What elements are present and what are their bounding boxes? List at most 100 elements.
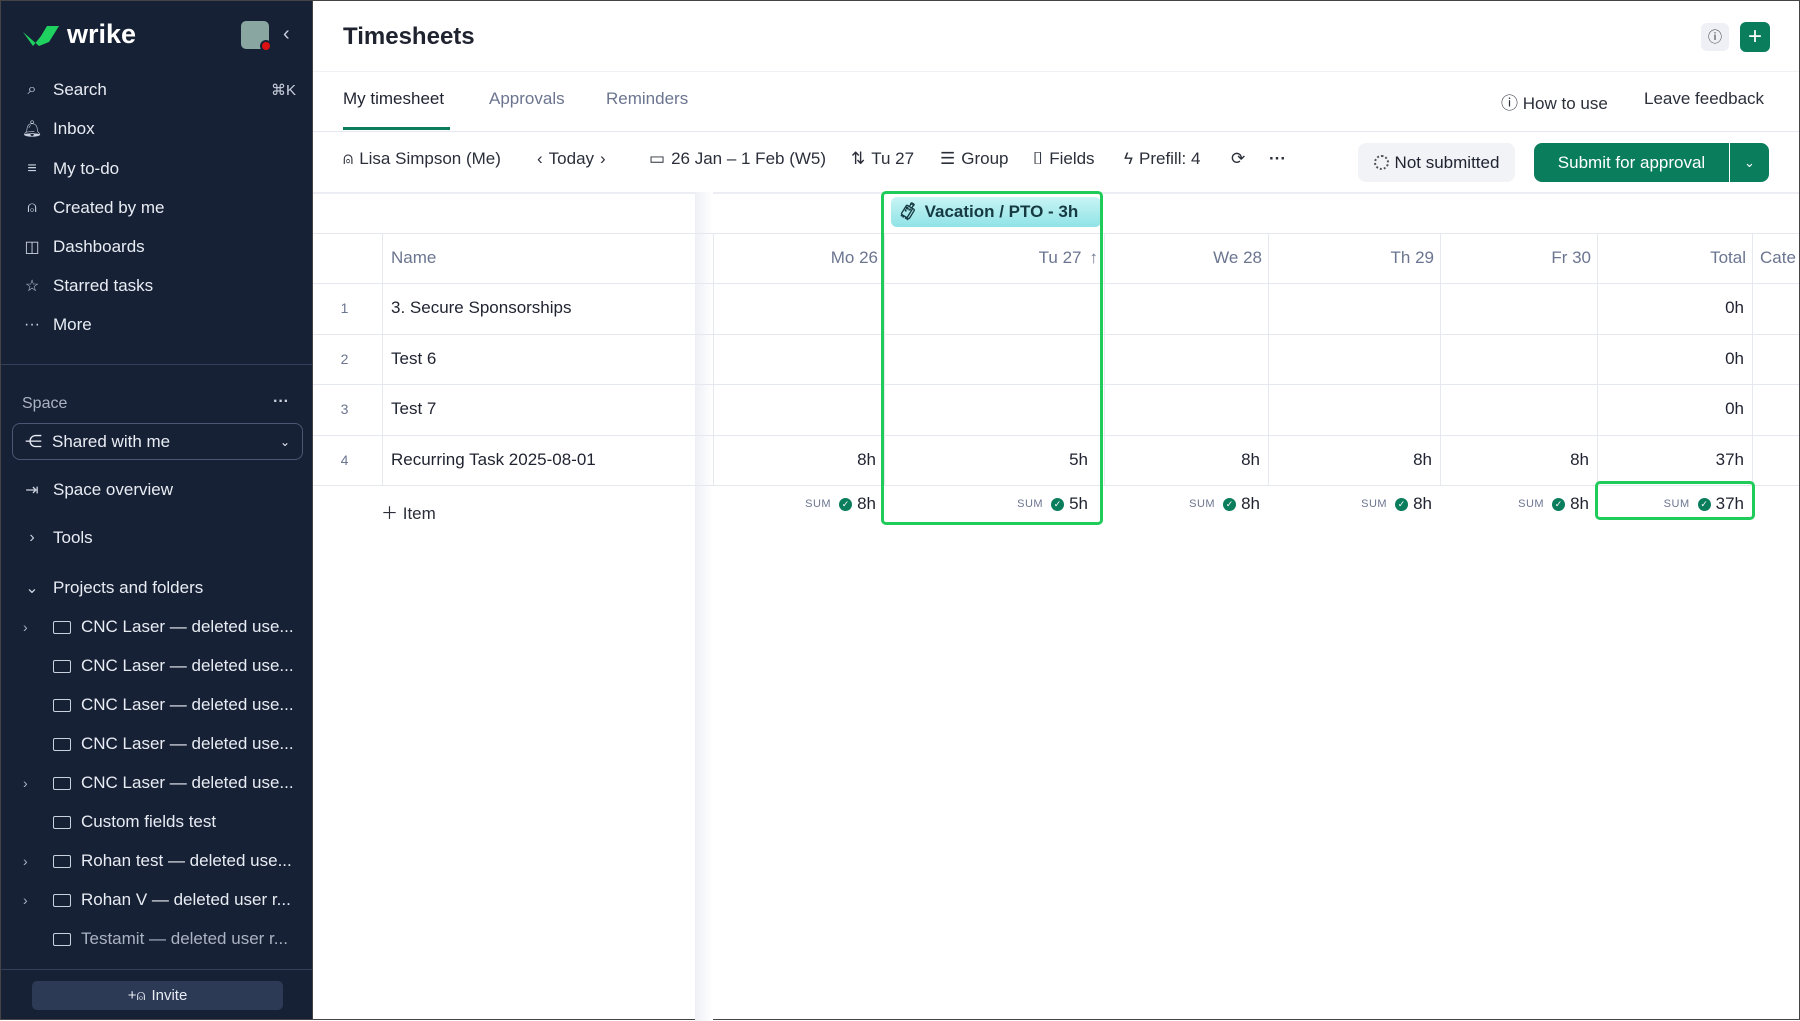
task-name[interactable]: Test 6 (391, 349, 437, 368)
sidebar-item-search[interactable]: ⌕ Search ⌘K (21, 75, 296, 105)
row-number: 1 (340, 300, 349, 316)
task-name[interactable]: 3. Secure Sponsorships (391, 298, 572, 317)
column-header[interactable]: Th 29 (1268, 233, 1440, 283)
hours-cell[interactable]: 8h (1241, 450, 1260, 469)
sidebar-item-more[interactable]: ··· More (21, 310, 296, 340)
folder-item[interactable]: › CNC Laser — deleted use... (23, 768, 298, 798)
sort-button[interactable]: ⇅ Tu 27 (851, 149, 914, 169)
help-icon[interactable]: ⓘ (1701, 23, 1729, 51)
sidebar-item-inbox[interactable]: 🔔︎ Inbox (21, 114, 296, 144)
space-overview[interactable]: ⇥ Space overview (21, 475, 296, 505)
submit-dropdown-icon[interactable]: ⌄ (1730, 143, 1769, 182)
fields-button[interactable]: ⌷ Fields (1033, 149, 1095, 169)
today-button[interactable]: Today (548, 149, 595, 168)
task-name[interactable]: Recurring Task 2025-08-01 (391, 450, 596, 469)
folder-item[interactable]: CNC Laser — deleted use... (23, 690, 298, 720)
next-icon[interactable]: › (600, 149, 606, 168)
column-header-name[interactable]: Name (391, 248, 437, 267)
tab-reminders[interactable]: Reminders (606, 89, 689, 108)
folder-item[interactable]: CNC Laser — deleted use... (23, 729, 298, 759)
sum-value: 37h (1715, 494, 1744, 513)
column-header[interactable]: Cate (1752, 233, 1800, 283)
folder-item[interactable]: Custom fields test (23, 807, 298, 837)
hours-cell[interactable] (1440, 384, 1597, 434)
folder-item[interactable]: CNC Laser — deleted use... (23, 651, 298, 681)
user-selector[interactable]: ⍝ Lisa Simpson (Me) (343, 149, 501, 169)
chevron-right-icon[interactable]: › (23, 619, 28, 635)
prev-icon[interactable]: ‹ (537, 149, 543, 168)
tools-item[interactable]: › Tools (21, 523, 296, 553)
chevron-down-icon: ⌄ (25, 580, 39, 597)
hours-cell[interactable]: 5h (1069, 450, 1088, 469)
sidebar-item-dashboards[interactable]: ◫ Dashboards (21, 232, 296, 262)
sidebar-item-starred[interactable]: ☆ Starred tasks (21, 271, 296, 301)
folder-icon (53, 698, 71, 712)
add-icon[interactable]: + (1740, 22, 1770, 52)
sidebar-item-my-todo[interactable]: ≡ My to-do (21, 154, 296, 184)
space-select[interactable]: ⋲ Shared with me ⌄ (12, 423, 303, 460)
hours-cell[interactable]: 8h (857, 450, 876, 469)
chevron-right-icon: › (29, 529, 35, 546)
task-name[interactable]: Test 7 (391, 399, 437, 418)
hours-cell[interactable] (1440, 334, 1597, 384)
date-range[interactable]: ▭ 26 Jan – 1 Feb (W5) (649, 149, 826, 169)
row-divider (313, 435, 1799, 436)
logo: wrike (21, 19, 136, 50)
space-select-value: Shared with me (52, 431, 171, 451)
avatar[interactable] (241, 21, 272, 52)
column-header[interactable]: Tu 27 ↑ (884, 233, 1104, 283)
hours-cell[interactable] (1268, 283, 1440, 333)
collapse-icon[interactable]: ‹ (283, 23, 290, 45)
check-circle-icon: ✓ (839, 497, 853, 511)
refresh-icon[interactable]: ⟳ (1231, 149, 1246, 168)
enter-icon: ⇥ (25, 482, 39, 499)
fields-icon: ⌷ (1033, 149, 1044, 168)
submit-button[interactable]: Submit for approval (1534, 143, 1729, 182)
chevron-down-icon: ⌄ (279, 434, 290, 449)
group-button[interactable]: ☰ Group (940, 149, 1009, 169)
hours-cell[interactable] (713, 384, 884, 434)
invite-button[interactable]: +⍝ Invite (32, 981, 283, 1010)
total-cell: 0h (1725, 349, 1744, 368)
column-header[interactable]: We 28 (1104, 233, 1268, 283)
label: Total (1710, 248, 1746, 267)
traveler-icon: 🧳︎ (897, 202, 919, 221)
hours-cell[interactable] (1104, 334, 1268, 384)
hours-cell[interactable] (1104, 283, 1268, 333)
folder-item[interactable]: › Rohan V — deleted user r... (23, 885, 298, 915)
tab-approvals[interactable]: Approvals (489, 89, 565, 108)
sum-label: SUM (805, 498, 832, 510)
folder-item[interactable]: › Rohan test — deleted use... (23, 846, 298, 876)
active-tab-indicator (343, 127, 450, 130)
space-more-icon[interactable]: ··· (273, 393, 289, 410)
sidebar-item-created-by-me[interactable]: ⍝ Created by me (21, 193, 296, 223)
hours-cell[interactable] (1440, 283, 1597, 333)
chevron-right-icon[interactable]: › (23, 853, 28, 869)
add-item-button[interactable]: ＋ Item (381, 499, 436, 524)
hours-cell[interactable] (1268, 334, 1440, 384)
column-header[interactable]: Fr 30 (1440, 233, 1597, 283)
hours-cell[interactable] (713, 283, 884, 333)
dashboard-icon: ◫ (24, 239, 40, 256)
hours-cell[interactable] (713, 334, 884, 384)
how-to-use-link[interactable]: ⓘ How to use (1501, 89, 1608, 114)
bell-icon: 🔔︎ (21, 121, 43, 138)
frozen-shadow (695, 192, 713, 1021)
hours-cell[interactable] (1268, 384, 1440, 434)
chevron-right-icon[interactable]: › (23, 775, 28, 791)
leave-feedback-link[interactable]: Leave feedback (1644, 89, 1765, 108)
today-nav[interactable]: ‹ Today › (537, 149, 606, 169)
column-divider (1268, 233, 1269, 485)
hours-cell[interactable] (1104, 384, 1268, 434)
folder-item[interactable]: Testamit — deleted user r... (23, 924, 298, 954)
folder-item[interactable]: › CNC Laser — deleted use... (23, 612, 298, 642)
hours-cell[interactable]: 8h (1570, 450, 1589, 469)
more-options-icon[interactable]: ··· (1269, 149, 1286, 168)
column-header[interactable]: Total (1597, 233, 1752, 283)
column-header[interactable]: Mo 26 (713, 233, 884, 283)
tab-my-timesheet[interactable]: My timesheet (343, 89, 445, 108)
hours-cell[interactable]: 8h (1413, 450, 1432, 469)
chevron-right-icon[interactable]: › (23, 892, 28, 908)
prefill-button[interactable]: ϟ Prefill: 4 (1124, 149, 1200, 169)
projects-item[interactable]: ⌄ Projects and folders (21, 573, 296, 603)
